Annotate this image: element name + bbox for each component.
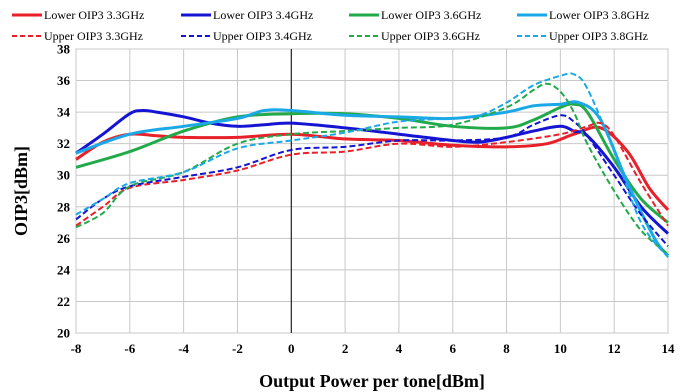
y-axis-title: OIP3[dBm]: [11, 146, 31, 236]
series-line-lower-oip3-3-4ghz: [75, 108, 670, 235]
x-tick-label: 0: [288, 341, 295, 356]
y-tick-label: 22: [57, 294, 70, 309]
y-tick-label: 24: [57, 262, 71, 277]
legend-label: Lower OIP3 3.6GHz: [381, 8, 481, 22]
x-tick-label: -4: [178, 341, 189, 356]
series-line-upper-oip3-3-8ghz: [75, 72, 669, 258]
x-tick-label: -6: [124, 341, 135, 356]
chart-legend: Lower OIP3 3.3GHz Lower OIP3 3.4GHz Lower …: [12, 8, 649, 43]
x-tick-label: 14: [662, 341, 676, 356]
data-series: [75, 72, 670, 258]
y-axis-ticks: 20 22 24 26 28 30 32 34 36 38: [57, 42, 71, 341]
x-tick-label: -8: [71, 341, 82, 356]
y-tick-label: 36: [57, 73, 71, 88]
x-tick-label: 12: [608, 341, 621, 356]
legend-label: Upper OIP3 3.3GHz: [44, 29, 143, 43]
x-tick-label: 2: [342, 341, 349, 356]
y-tick-label: 32: [57, 136, 70, 151]
legend-label: Upper OIP3 3.4GHz: [213, 29, 312, 43]
series-line-lower-oip3-3-8ghz: [75, 100, 670, 257]
y-tick-label: 28: [57, 199, 71, 214]
legend-label: Lower OIP3 3.8GHz: [549, 8, 649, 22]
x-axis-ticks: -8 -6 -4 -2 0 2 4 6 8 10 12 14: [71, 341, 675, 356]
legend-label: Lower OIP3 3.4GHz: [213, 8, 313, 22]
y-tick-label: 34: [57, 105, 71, 120]
series-line-upper-oip3-3-4ghz: [75, 114, 669, 247]
x-tick-label: -2: [232, 341, 243, 356]
x-tick-label: 8: [503, 341, 510, 356]
legend-label: Lower OIP3 3.3GHz: [44, 8, 144, 22]
y-tick-label: 38: [57, 42, 71, 57]
plot-area: [75, 48, 669, 334]
x-axis-title: Output Power per tone[dBm]: [259, 371, 485, 391]
legend-label: Upper OIP3 3.8GHz: [549, 29, 648, 43]
y-tick-label: 26: [57, 231, 71, 246]
x-tick-label: 10: [554, 341, 567, 356]
x-tick-label: 4: [396, 341, 403, 356]
y-tick-label: 30: [57, 168, 70, 183]
y-tick-label: 20: [57, 326, 70, 341]
x-tick-label: 6: [449, 341, 456, 356]
series-line-upper-oip3-3-3ghz: [75, 121, 669, 227]
legend-label: Upper OIP3 3.6GHz: [381, 29, 480, 43]
